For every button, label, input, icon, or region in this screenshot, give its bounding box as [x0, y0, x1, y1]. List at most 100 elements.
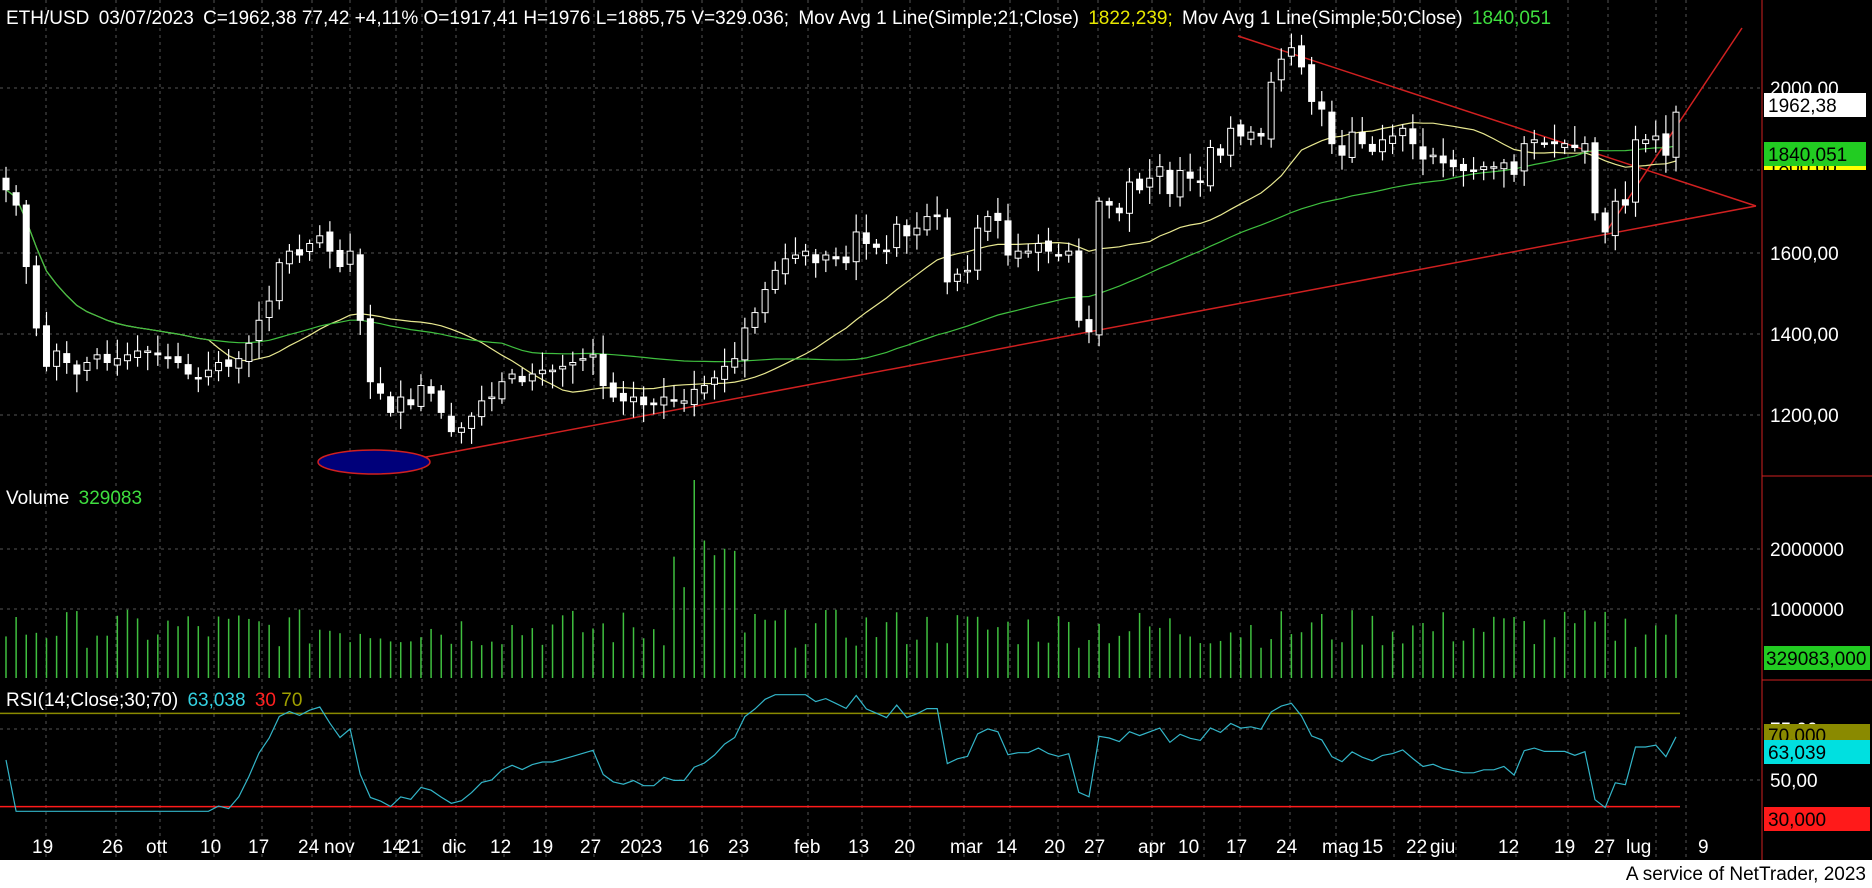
candle-body	[1196, 180, 1204, 183]
candle-body	[1237, 124, 1245, 137]
candle-body	[872, 243, 880, 248]
candle-body	[761, 289, 769, 314]
candle-body	[194, 376, 202, 380]
volume-bars	[5, 480, 1677, 678]
ma50-label: Mov Avg 1 Line(Simple;50;Close)	[1182, 8, 1463, 29]
price-y-tick: 1400,00	[1770, 325, 1839, 346]
candle-body	[883, 249, 891, 253]
candle-body	[255, 319, 263, 342]
x-tick: 10	[200, 837, 221, 858]
x-tick: 12	[1498, 837, 1519, 858]
candle-body	[913, 227, 921, 236]
candle-body	[1338, 145, 1346, 156]
volume-last-tag	[1764, 646, 1870, 670]
candle-body	[366, 318, 374, 383]
candle-body	[1277, 58, 1285, 81]
candle-body	[700, 385, 708, 394]
x-tick: 24	[1276, 837, 1298, 858]
candle-body	[1581, 143, 1589, 152]
x-tick: 17	[248, 837, 269, 858]
candle-body	[1014, 250, 1022, 259]
x-tick: 16	[688, 837, 709, 858]
candle-body	[1217, 148, 1225, 156]
candle-body	[660, 396, 668, 406]
candle-body	[1024, 250, 1032, 254]
candle-body	[1601, 212, 1609, 233]
x-tick: 19	[1554, 837, 1575, 858]
candle-body	[1105, 201, 1113, 206]
candle-body	[437, 390, 445, 413]
x-tick: mar	[950, 837, 983, 858]
candle-body	[113, 358, 121, 366]
candle-body	[862, 232, 870, 244]
quote: C=1962,38 77,42 +4,11% O=1917,41 H=1976 …	[203, 8, 789, 29]
x-tick: 24	[298, 837, 320, 858]
candle-body	[1328, 111, 1336, 145]
candle-body	[2, 177, 10, 191]
candle-body	[1591, 142, 1599, 214]
rsi-30-tag	[1764, 807, 1870, 831]
rsi-last-tag-text: 63,039	[1768, 743, 1826, 764]
candle-body	[984, 216, 992, 232]
x-tick: 27	[1594, 837, 1615, 858]
rsi-high: 70	[281, 690, 302, 711]
candle-body	[123, 354, 131, 362]
candle-body	[1378, 139, 1386, 153]
candle-body	[1520, 143, 1528, 172]
candle-body	[204, 369, 212, 378]
ma21-value: 1822,239;	[1088, 8, 1173, 29]
candle-body	[751, 312, 759, 328]
candle-body	[1368, 143, 1376, 152]
candle-body	[235, 358, 243, 369]
volume-label: Volume	[6, 488, 69, 509]
candle-body	[1470, 169, 1478, 172]
candle-body	[1095, 200, 1103, 336]
candle-body	[538, 369, 546, 375]
candle-body	[721, 365, 729, 380]
candle-body	[741, 327, 749, 361]
candle-body	[994, 212, 1002, 221]
candle-body	[275, 262, 283, 302]
last-price-tag	[1764, 93, 1866, 117]
x-tick: 17	[1226, 837, 1247, 858]
candle-body	[812, 254, 820, 264]
candle-body	[1389, 135, 1397, 144]
candle-body	[1176, 170, 1184, 198]
candle-body	[802, 250, 810, 257]
candle-body	[893, 223, 901, 249]
x-tick: 15	[1362, 837, 1383, 858]
candle-body	[1672, 111, 1680, 158]
candle-body	[42, 325, 50, 367]
candle-body	[73, 364, 81, 375]
candle-body	[771, 269, 779, 290]
candle-body	[1085, 319, 1093, 333]
candle-body	[316, 235, 324, 244]
candle-body	[134, 350, 142, 358]
candle-body	[1429, 154, 1437, 158]
candle-body	[1044, 240, 1052, 252]
candle-body	[154, 352, 162, 356]
rsi-30-tag-text: 30,000	[1768, 810, 1826, 831]
candle-body	[1510, 161, 1518, 175]
x-tick: 22	[1406, 837, 1427, 858]
candle-body	[1034, 242, 1042, 253]
rsi-y-tick: 50,00	[1770, 771, 1818, 792]
candle-body	[1348, 131, 1356, 158]
candle-body	[1287, 47, 1295, 57]
candle-body	[12, 192, 20, 206]
candle-body	[1206, 147, 1214, 187]
candle-body	[1571, 144, 1579, 148]
x-tick: feb	[794, 837, 820, 858]
x-tick: 27	[1084, 837, 1105, 858]
candle-body	[93, 354, 101, 360]
header-line: ETH/USD 03/07/2023 C=1962,38 77,42 +4,11…	[6, 8, 1551, 29]
candle-body	[832, 256, 840, 260]
rsi-series-line	[5, 694, 1677, 812]
candle-body	[1267, 81, 1275, 140]
candle-body	[22, 204, 30, 268]
candle-body	[1419, 146, 1427, 160]
candle-body	[1652, 135, 1660, 141]
candle-body	[215, 362, 223, 372]
rsi-label: RSI(14;Close;30;70)	[6, 690, 178, 711]
